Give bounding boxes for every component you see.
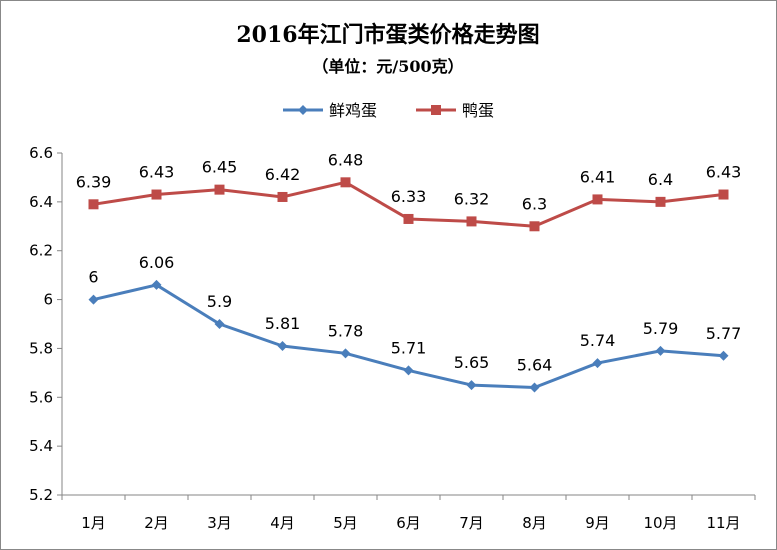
- data-point: [340, 177, 351, 188]
- data-label: 5.78: [328, 321, 364, 340]
- data-point: [466, 216, 477, 227]
- x-tick-label: 4月: [270, 514, 295, 532]
- data-label: 6.48: [328, 150, 364, 169]
- x-tick-label: 3月: [207, 514, 232, 532]
- legend-item-2: 鸭蛋: [416, 101, 494, 120]
- x-tick-label: 6月: [396, 514, 421, 532]
- data-label: 6.42: [265, 165, 301, 184]
- data-label: 5.65: [454, 353, 490, 372]
- data-point: [151, 189, 162, 200]
- x-tick-label: 1月: [81, 514, 106, 532]
- data-label: 6.41: [580, 167, 616, 186]
- x-tick-label: 9月: [585, 514, 610, 532]
- data-point: [655, 196, 666, 207]
- data-point: [214, 184, 225, 195]
- y-tick-label: 5.2: [29, 486, 53, 504]
- data-label: 6.32: [454, 189, 490, 208]
- data-point: [151, 279, 162, 290]
- data-point: [277, 340, 288, 351]
- data-point: [718, 350, 729, 361]
- data-label: 6.33: [391, 187, 427, 206]
- x-tick-label: 7月: [459, 514, 484, 532]
- legend: 鲜鸡蛋 鸭蛋: [283, 101, 494, 120]
- x-tick-label: 11月: [706, 514, 740, 532]
- y-tick-label: 5.6: [29, 388, 53, 406]
- data-point: [403, 365, 414, 376]
- data-label: 5.74: [580, 331, 616, 350]
- x-tick-label: 5月: [333, 514, 358, 532]
- data-point: [403, 213, 414, 224]
- data-label: 6.4: [648, 170, 673, 189]
- y-tick-label: 6.4: [29, 193, 53, 211]
- x-tick-label: 8月: [522, 514, 547, 532]
- data-point: [277, 191, 288, 202]
- data-point: [340, 348, 351, 359]
- series-2: 6.39 6.43 6.45 6.42 6.48 6.33 6.32 6.3 6.41 6.4 6.…: [76, 150, 742, 232]
- legend-marker: [431, 105, 441, 115]
- data-label: 6.06: [139, 253, 175, 272]
- data-label: 5.9: [207, 292, 232, 311]
- chart-subtitle: （单位：元/500克）: [312, 57, 463, 76]
- legend-marker: [298, 105, 308, 115]
- legend-label: 鲜鸡蛋: [329, 101, 377, 120]
- data-label: 6.45: [202, 158, 238, 177]
- legend-item-1: 鲜鸡蛋: [283, 101, 377, 120]
- data-label: 6.3: [522, 194, 547, 213]
- series-layer: 6 6.06 5.9 5.81 5.78 5.71 5.65 5.64 5.74 5.79 5.77…: [76, 150, 742, 393]
- axes: 5.2 5.4 5.6 5.8 6 6.2 6.4 6.6 1月 2月 3月 4月 5月 6月 7月 8月 9月…: [29, 144, 756, 532]
- data-label: 6: [88, 268, 98, 287]
- data-label: 6.39: [76, 172, 112, 191]
- data-point: [88, 294, 99, 305]
- data-label: 6.43: [706, 163, 742, 182]
- data-point: [529, 382, 540, 393]
- chart-title: 2016年江门市蛋类价格走势图: [236, 22, 539, 48]
- data-label: 5.71: [391, 338, 427, 357]
- data-point: [592, 358, 603, 369]
- data-label: 6.43: [139, 163, 175, 182]
- legend-label: 鸭蛋: [462, 101, 494, 120]
- x-tick-label: 10月: [643, 514, 677, 532]
- y-tick-label: 6.6: [29, 144, 53, 162]
- data-label: 5.79: [643, 319, 679, 338]
- data-label: 5.81: [265, 314, 301, 333]
- data-point: [88, 199, 99, 210]
- y-tick-label: 5.8: [29, 339, 53, 357]
- y-tick-label: 6.2: [29, 242, 53, 260]
- y-tick-label: 6: [43, 291, 53, 309]
- data-label: 5.64: [517, 356, 553, 375]
- data-point: [466, 380, 477, 391]
- data-point: [529, 221, 540, 232]
- data-point: [592, 194, 603, 205]
- data-label: 5.77: [706, 324, 742, 343]
- series-1: 6 6.06 5.9 5.81 5.78 5.71 5.65 5.64 5.74 5.79 5.77: [88, 253, 741, 393]
- data-point: [655, 345, 666, 356]
- x-tick-label: 2月: [144, 514, 169, 532]
- data-point: [718, 189, 729, 200]
- y-tick-label: 5.4: [29, 437, 53, 455]
- data-point: [214, 319, 225, 329]
